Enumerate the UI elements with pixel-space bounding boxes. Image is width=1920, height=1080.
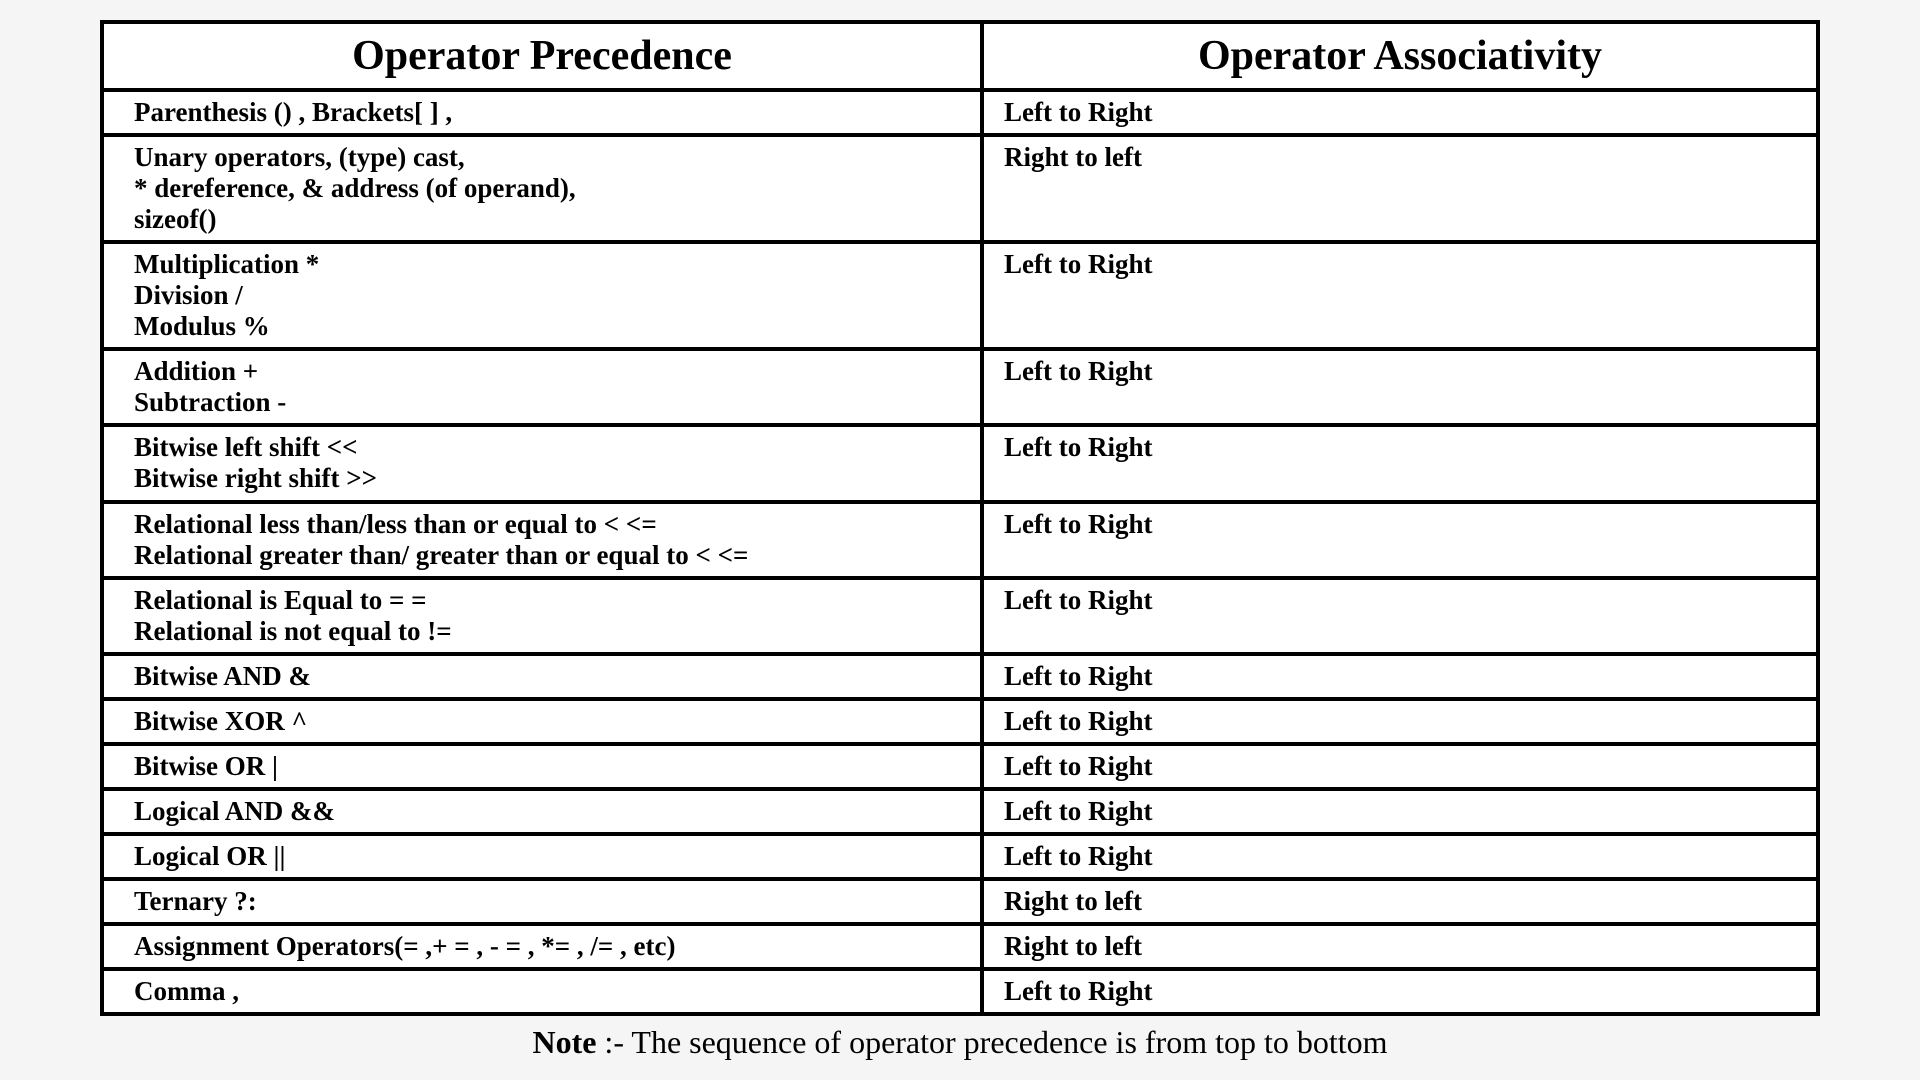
precedence-text: Parenthesis () , Brackets[ ] , xyxy=(134,97,452,128)
table-row: Bitwise AND & Left to Right xyxy=(104,656,1816,701)
cell-associativity: Left to Right xyxy=(984,580,1816,652)
table-row: Multiplication * Division / Modulus % Le… xyxy=(104,244,1816,351)
table-row: Relational less than/less than or equal … xyxy=(104,504,1816,580)
cell-precedence: Assignment Operators(= ,+ = , - = , *= ,… xyxy=(104,926,984,967)
cell-precedence: Comma , xyxy=(104,971,984,1012)
cell-associativity: Left to Right xyxy=(984,351,1816,423)
cell-associativity: Left to Right xyxy=(984,971,1816,1012)
table-header-row: Operator Precedence Operator Associativi… xyxy=(104,24,1816,92)
associativity-text: Left to Right xyxy=(1004,976,1152,1007)
cell-associativity: Left to Right xyxy=(984,504,1816,576)
associativity-text: Left to Right xyxy=(1004,509,1152,540)
cell-precedence: Bitwise AND & xyxy=(104,656,984,697)
precedence-text: Ternary ?: xyxy=(134,886,257,917)
precedence-text: Bitwise left shift << Bitwise right shif… xyxy=(134,432,377,494)
note-text: :- The sequence of operator precedence i… xyxy=(596,1024,1387,1060)
precedence-text: Assignment Operators(= ,+ = , - = , *= ,… xyxy=(134,931,675,962)
associativity-text: Right to left xyxy=(1004,931,1142,962)
associativity-text: Left to Right xyxy=(1004,356,1152,387)
cell-precedence: Bitwise OR | xyxy=(104,746,984,787)
cell-precedence: Logical AND && xyxy=(104,791,984,832)
table-row: Relational is Equal to = = Relational is… xyxy=(104,580,1816,656)
precedence-text: Bitwise XOR ^ xyxy=(134,706,307,737)
cell-precedence: Addition + Subtraction - xyxy=(104,351,984,423)
table-row: Comma , Left to Right xyxy=(104,971,1816,1012)
precedence-text: Bitwise AND & xyxy=(134,661,311,692)
precedence-text: Relational less than/less than or equal … xyxy=(134,509,748,571)
header-associativity-text: Operator Associativity xyxy=(1198,32,1602,80)
cell-associativity: Left to Right xyxy=(984,701,1816,742)
associativity-text: Right to left xyxy=(1004,142,1142,173)
header-associativity: Operator Associativity xyxy=(984,24,1816,88)
table-row: Bitwise OR | Left to Right xyxy=(104,746,1816,791)
precedence-text: Addition + Subtraction - xyxy=(134,356,286,418)
cell-precedence: Unary operators, (type) cast, * derefere… xyxy=(104,137,984,240)
cell-associativity: Left to Right xyxy=(984,836,1816,877)
table-row: Ternary ?: Right to left xyxy=(104,881,1816,926)
cell-associativity: Right to left xyxy=(984,137,1816,240)
table-row: Bitwise left shift << Bitwise right shif… xyxy=(104,427,1816,503)
precedence-text: Logical AND && xyxy=(134,796,335,827)
associativity-text: Left to Right xyxy=(1004,751,1152,782)
associativity-text: Right to left xyxy=(1004,886,1142,917)
cell-precedence: Multiplication * Division / Modulus % xyxy=(104,244,984,347)
precedence-text: Relational is Equal to = = Relational is… xyxy=(134,585,452,647)
header-precedence: Operator Precedence xyxy=(104,24,984,88)
table-row: Logical AND && Left to Right xyxy=(104,791,1816,836)
cell-associativity: Left to Right xyxy=(984,746,1816,787)
table-row: Parenthesis () , Brackets[ ] , Left to R… xyxy=(104,92,1816,137)
cell-precedence: Bitwise XOR ^ xyxy=(104,701,984,742)
precedence-text: Multiplication * Division / Modulus % xyxy=(134,249,319,342)
cell-precedence: Relational is Equal to = = Relational is… xyxy=(104,580,984,652)
associativity-text: Left to Right xyxy=(1004,706,1152,737)
associativity-text: Left to Right xyxy=(1004,796,1152,827)
cell-precedence: Parenthesis () , Brackets[ ] , xyxy=(104,92,984,133)
cell-precedence: Bitwise left shift << Bitwise right shif… xyxy=(104,427,984,499)
cell-associativity: Left to Right xyxy=(984,427,1816,499)
precedence-text: Bitwise OR | xyxy=(134,751,278,782)
precedence-text: Unary operators, (type) cast, * derefere… xyxy=(134,142,576,235)
associativity-text: Left to Right xyxy=(1004,661,1152,692)
cell-associativity: Left to Right xyxy=(984,791,1816,832)
header-precedence-text: Operator Precedence xyxy=(352,32,732,80)
note-label: Note xyxy=(532,1024,596,1060)
table-row: Bitwise XOR ^ Left to Right xyxy=(104,701,1816,746)
operator-precedence-table: Operator Precedence Operator Associativi… xyxy=(100,20,1820,1016)
cell-precedence: Logical OR || xyxy=(104,836,984,877)
cell-associativity: Right to left xyxy=(984,881,1816,922)
cell-associativity: Left to Right xyxy=(984,244,1816,347)
cell-associativity: Right to left xyxy=(984,926,1816,967)
table-row: Unary operators, (type) cast, * derefere… xyxy=(104,137,1816,244)
table-row: Logical OR || Left to Right xyxy=(104,836,1816,881)
associativity-text: Left to Right xyxy=(1004,97,1152,128)
cell-precedence: Ternary ?: xyxy=(104,881,984,922)
cell-associativity: Left to Right xyxy=(984,656,1816,697)
cell-precedence: Relational less than/less than or equal … xyxy=(104,504,984,576)
cell-associativity: Left to Right xyxy=(984,92,1816,133)
precedence-text: Comma , xyxy=(134,976,239,1007)
note-line: Note :- The sequence of operator precede… xyxy=(532,1024,1387,1061)
table-row: Assignment Operators(= ,+ = , - = , *= ,… xyxy=(104,926,1816,971)
table-row: Addition + Subtraction - Left to Right xyxy=(104,351,1816,427)
associativity-text: Left to Right xyxy=(1004,841,1152,872)
precedence-text: Logical OR || xyxy=(134,841,285,872)
associativity-text: Left to Right xyxy=(1004,432,1152,463)
associativity-text: Left to Right xyxy=(1004,585,1152,616)
associativity-text: Left to Right xyxy=(1004,249,1152,280)
